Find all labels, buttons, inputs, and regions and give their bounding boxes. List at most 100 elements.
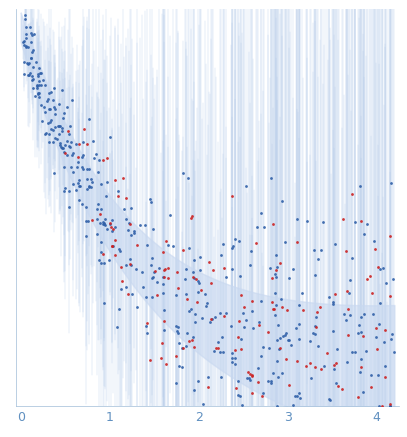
Point	[361, 409, 368, 416]
Point	[129, 291, 136, 298]
Point	[24, 71, 31, 78]
Point	[356, 415, 363, 422]
Point	[117, 285, 124, 292]
Point	[275, 374, 282, 381]
Point	[374, 418, 381, 425]
Point	[282, 331, 288, 338]
Point	[34, 84, 41, 91]
Point	[230, 243, 236, 250]
Point	[387, 402, 393, 409]
Point	[89, 137, 96, 144]
Point	[174, 330, 181, 337]
Point	[355, 393, 361, 400]
Point	[100, 221, 106, 228]
Point	[311, 363, 318, 370]
Point	[36, 89, 43, 96]
Point	[186, 307, 192, 314]
Point	[341, 310, 347, 317]
Point	[89, 216, 95, 223]
Point	[271, 270, 278, 277]
Point	[248, 389, 255, 396]
Point	[66, 131, 72, 138]
Point	[179, 345, 186, 352]
Point	[118, 264, 125, 271]
Point	[332, 240, 338, 247]
Point	[108, 223, 114, 230]
Point	[59, 128, 66, 135]
Point	[103, 179, 110, 186]
Point	[104, 225, 110, 232]
Point	[34, 81, 40, 88]
Point	[317, 365, 324, 372]
Point	[278, 296, 284, 303]
Point	[210, 266, 217, 273]
Point	[195, 289, 201, 296]
Point	[60, 144, 66, 151]
Point	[221, 313, 228, 320]
Point	[33, 83, 40, 90]
Point	[148, 274, 155, 281]
Point	[253, 239, 259, 246]
Point	[58, 143, 65, 150]
Point	[185, 174, 191, 181]
Point	[52, 124, 59, 131]
Point	[374, 345, 380, 352]
Point	[162, 265, 168, 272]
Point	[198, 286, 204, 293]
Point	[313, 323, 319, 330]
Point	[39, 118, 45, 125]
Point	[223, 274, 229, 281]
Point	[244, 375, 251, 382]
Point	[85, 218, 91, 225]
Point	[191, 343, 198, 350]
Point	[22, 43, 29, 50]
Point	[223, 309, 229, 316]
Point	[53, 135, 60, 142]
Point	[93, 151, 100, 158]
Point	[377, 266, 383, 273]
Point	[47, 125, 54, 132]
Point	[388, 179, 394, 186]
Point	[341, 410, 348, 417]
Point	[272, 311, 278, 318]
Point	[165, 264, 171, 271]
Point	[64, 151, 71, 158]
Point	[112, 176, 119, 183]
Point	[372, 424, 379, 431]
Point	[299, 290, 306, 297]
Point	[290, 402, 296, 409]
Point	[279, 303, 285, 310]
Point	[247, 371, 253, 378]
Point	[233, 385, 239, 392]
Point	[272, 273, 279, 280]
Point	[112, 252, 118, 259]
Point	[24, 59, 31, 66]
Point	[50, 96, 57, 103]
Point	[343, 316, 349, 323]
Point	[273, 252, 280, 259]
Point	[158, 340, 165, 347]
Point	[381, 326, 388, 333]
Point	[352, 348, 359, 355]
Point	[371, 237, 377, 244]
Point	[249, 307, 255, 314]
Point	[184, 295, 190, 302]
Point	[346, 289, 352, 296]
Point	[161, 317, 167, 324]
Point	[296, 427, 302, 434]
Point	[123, 215, 129, 222]
Point	[339, 215, 346, 222]
Point	[277, 344, 283, 351]
Point	[68, 138, 75, 145]
Point	[65, 127, 72, 134]
Point	[84, 165, 90, 172]
Point	[40, 103, 47, 110]
Point	[190, 273, 197, 280]
Point	[126, 260, 133, 267]
Point	[148, 261, 154, 268]
Point	[344, 359, 350, 366]
Point	[250, 325, 256, 332]
Point	[74, 154, 81, 161]
Point	[50, 84, 57, 91]
Point	[282, 356, 289, 363]
